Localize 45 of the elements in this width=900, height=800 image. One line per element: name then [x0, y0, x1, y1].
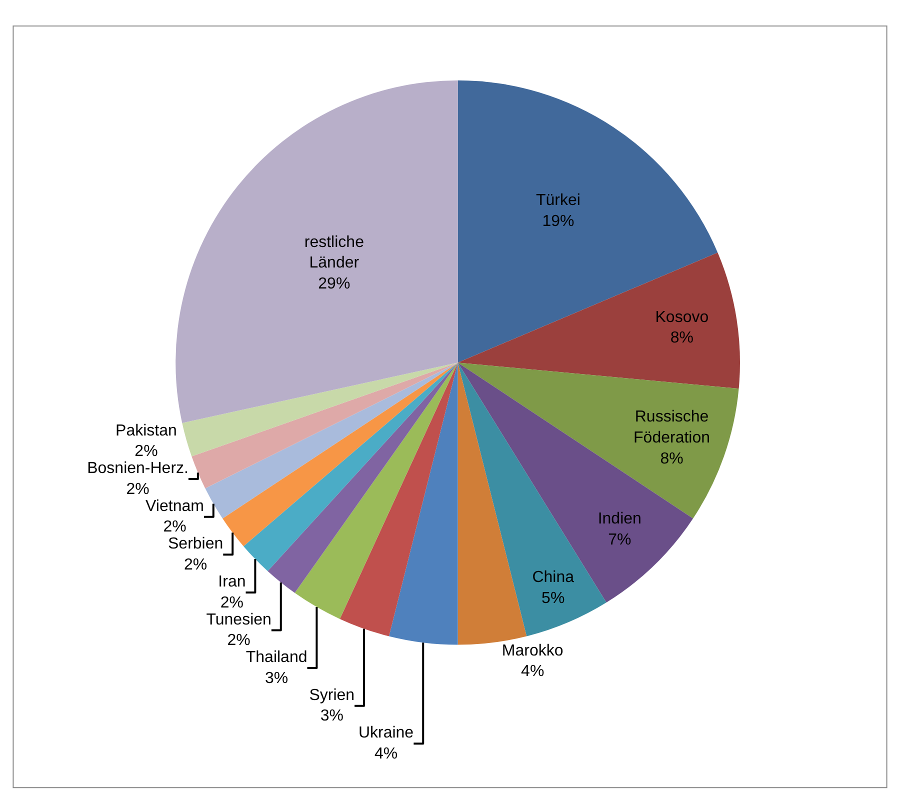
pie-slice [340, 362, 458, 636]
slice-label: Marokko [502, 642, 564, 660]
pie-slice [243, 362, 458, 572]
pie-slice [458, 252, 740, 389]
data-label: 29% [318, 275, 350, 292]
data-label: 2% [220, 594, 244, 612]
data-label: 2% [227, 632, 250, 650]
pie-slice [458, 80, 718, 363]
pie-slice [388, 362, 458, 645]
data-label: 4% [374, 746, 398, 763]
data-label: 2% [163, 518, 186, 536]
slice-label: Indien [598, 510, 642, 528]
pie-slice [268, 362, 458, 593]
slice-label: restliche Länder [304, 234, 364, 272]
slice-label: Ukraine [358, 724, 414, 742]
slice-label: Thailand [246, 649, 308, 666]
slice-label: Türkei [536, 192, 580, 210]
slice-label: Pakistan [116, 422, 177, 440]
pie-slice [222, 362, 458, 546]
slice-label: Syrien [309, 686, 355, 704]
pie-slice [205, 362, 458, 518]
data-label: 2% [134, 443, 158, 460]
data-label: 2% [126, 480, 150, 498]
data-label: 3% [320, 708, 344, 725]
slice-label: Iran [218, 574, 246, 591]
pie-slice [182, 362, 458, 456]
data-label: 8% [660, 450, 684, 468]
slice-label: China [532, 569, 574, 586]
pie-slice [458, 362, 527, 645]
pie-slice [192, 362, 458, 488]
pie-slice [294, 362, 458, 619]
slice-label: Serbien [168, 536, 224, 553]
slice-label: Russische Föderation [634, 408, 710, 446]
data-label: 7% [608, 531, 632, 548]
data-label: 2% [184, 556, 208, 574]
data-label: 4% [521, 663, 544, 680]
data-label: 19% [542, 212, 574, 230]
data-label: 8% [670, 330, 694, 347]
data-label: 3% [265, 670, 288, 687]
slice-label: Bosnien-Herz. [87, 460, 188, 478]
slice-label: Tunesien [206, 611, 272, 628]
slice-label: Vietnam [146, 498, 204, 515]
pie-slice [176, 80, 458, 423]
data-label: 5% [542, 590, 565, 607]
slice-label: Kosovo [655, 308, 709, 326]
